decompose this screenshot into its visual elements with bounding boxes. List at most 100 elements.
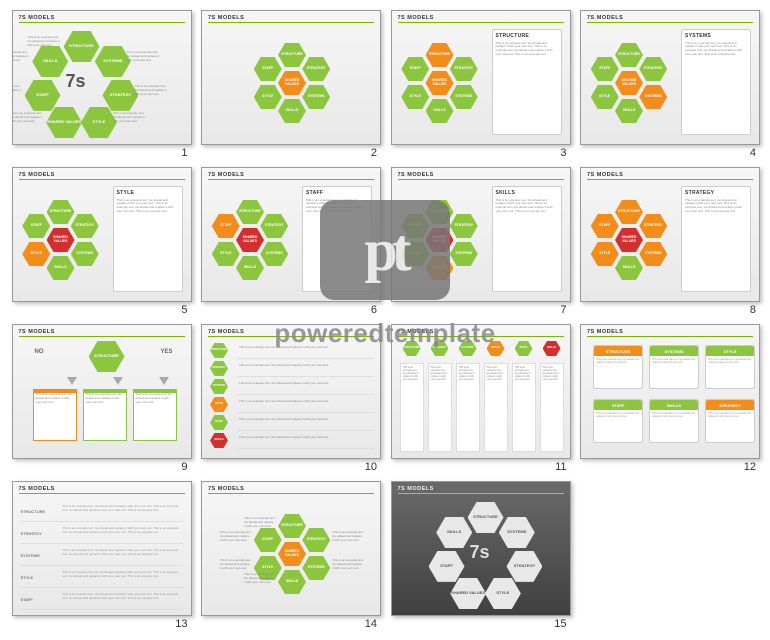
decision-column: This is an example text. Go ahead and re…: [133, 389, 177, 441]
slide-title: 7S MODELS: [19, 15, 185, 23]
grid-box-body: This is an example text. Go ahead and re…: [706, 356, 754, 367]
slide-number: 14: [365, 618, 381, 630]
list-row: This is an example text. Go ahead and re…: [237, 379, 374, 395]
grid-box-header: STAFF: [594, 400, 642, 410]
grid-box-body: This is an example text. Go ahead and re…: [594, 410, 642, 421]
list-column: This is an example text. Go ahead and re…: [456, 363, 480, 452]
grid-box: SKILLSThis is an example text. Go ahead …: [649, 399, 699, 443]
callout-text: This is an example text. Go ahead and re…: [220, 558, 252, 570]
slide-8[interactable]: 7S MODELSSHARED VALUESSTRUCTURESTRATEGYS…: [580, 167, 760, 302]
table-row: SYSTEMSThis is an example text. Go ahead…: [21, 546, 183, 566]
panel-body: This is an example text. Go ahead and re…: [306, 199, 368, 215]
list-row: This is an example text. Go ahead and re…: [237, 397, 374, 413]
grid-box: SYSTEMSThis is an example text. Go ahead…: [649, 345, 699, 389]
panel-title: SYSTEMS: [685, 33, 747, 40]
slide-5[interactable]: 7S MODELSSHARED VALUESSTRUCTURESTRATEGYS…: [12, 167, 192, 302]
slide-15[interactable]: 7S MODELSSTRUCTURESYSTEMSSTRATEGYSTYLESH…: [391, 481, 571, 616]
slide-number: 2: [371, 147, 381, 159]
slide-number: 9: [181, 461, 191, 473]
grid-box-body: This is an example text. Go ahead and re…: [594, 356, 642, 367]
list-row: This is an example text. Go ahead and re…: [237, 433, 374, 449]
center-label: 7s: [470, 542, 490, 563]
slide-title: 7S MODELS: [19, 329, 185, 337]
slide-9[interactable]: 7S MODELSSTRUCTURENOYESThis is an exampl…: [12, 324, 192, 459]
decision-column: This is an example text. Go ahead and re…: [33, 389, 77, 441]
cell-1: 7S MODELSSTRUCTURESYSTEMSSTRATEGYSTYLESH…: [10, 10, 192, 159]
grid-box-header: STRATEGY: [706, 400, 754, 410]
arrow-down-icon: [159, 377, 169, 385]
grid-box-body: This is an example text. Go ahead and re…: [650, 410, 698, 421]
grid-box: STRATEGYThis is an example text. Go ahea…: [705, 399, 755, 443]
cell-12: 7S MODELSSTRUCTUREThis is an example tex…: [579, 324, 761, 473]
slide-title: 7S MODELS: [19, 486, 185, 494]
slide-3[interactable]: 7S MODELSSHARED VALUESSTRUCTURESTRATEGYS…: [391, 10, 571, 145]
slide-title: 7S MODELS: [208, 172, 374, 180]
slide-title: 7S MODELS: [587, 15, 753, 23]
slide-2[interactable]: 7S MODELSSHARED VALUESSTRUCTURESTRATEGYS…: [201, 10, 381, 145]
panel-body: This is an example text. Go ahead and re…: [685, 42, 747, 58]
cell-3: 7S MODELSSHARED VALUESSTRUCTURESTRATEGYS…: [389, 10, 571, 159]
grid-box: STRUCTUREThis is an example text. Go ahe…: [593, 345, 643, 389]
row-text: This is an example text. Go ahead and re…: [61, 546, 183, 565]
slide-title: 7S MODELS: [398, 172, 564, 180]
callout-text: This is an example text. Go ahead and re…: [12, 84, 23, 96]
info-panel: SYSTEMS This is an example text. Go ahead…: [681, 29, 751, 135]
slide-title: 7S MODELS: [398, 15, 564, 23]
table-row: STRUCTUREThis is an example text. Go ahe…: [21, 502, 183, 522]
slide-title: 7S MODELS: [208, 329, 374, 337]
list-column: This is an example text. Go ahead and re…: [428, 363, 452, 452]
list-row: This is an example text. Go ahead and re…: [237, 343, 374, 359]
row-text: This is an example text. Go ahead and re…: [61, 590, 183, 609]
decision-column: This is an example text. Go ahead and re…: [83, 389, 127, 441]
slide-6[interactable]: 7S MODELSSHARED VALUESSTRUCTURESTRATEGYS…: [201, 167, 381, 302]
panel-body: This is an example text. Go ahead and re…: [496, 42, 558, 58]
slide-4[interactable]: 7S MODELSSHARED VALUESSTRUCTURESTRATEGYS…: [580, 10, 760, 145]
panel-title: STAFF: [306, 190, 368, 197]
row-text: This is an example text. Go ahead and re…: [61, 502, 183, 521]
slide-title: 7S MODELS: [208, 15, 374, 23]
slide-12[interactable]: 7S MODELSSTRUCTUREThis is an example tex…: [580, 324, 760, 459]
slide-13[interactable]: 7S MODELS STRUCTUREThis is an example tex…: [12, 481, 192, 616]
slide-number: 3: [560, 147, 570, 159]
cell-10: 7S MODELSSTRUCTUREThis is an example tex…: [200, 324, 382, 473]
panel-title: STRUCTURE: [496, 33, 558, 40]
table-row: STRATEGYThis is an example text. Go ahea…: [21, 524, 183, 544]
cell-9: 7S MODELSSTRUCTURENOYESThis is an exampl…: [10, 324, 192, 473]
center-label: 7s: [66, 71, 86, 92]
info-panel: SKILLSThis is an example text. Go ahead …: [492, 186, 562, 292]
info-panel: STRUCTURE This is an example text. Go ahe…: [492, 29, 562, 135]
slide-7[interactable]: 7S MODELSSHARED VALUESSTRUCTURESTRATEGYS…: [391, 167, 571, 302]
grid-box-header: SYSTEMS: [650, 346, 698, 356]
slide-title: 7S MODELS: [398, 486, 564, 494]
row-label: STYLE: [21, 568, 61, 587]
cell-15: 7S MODELSSTRUCTURESYSTEMSSTRATEGYSTYLESH…: [389, 481, 571, 630]
callout-text: This is an example text. Go ahead and re…: [113, 111, 147, 123]
slide-1[interactable]: 7S MODELSSTRUCTURESYSTEMSSTRATEGYSTYLESH…: [12, 10, 192, 145]
row-label: STRATEGY: [21, 524, 61, 543]
cell-13: 7S MODELS STRUCTUREThis is an example tex…: [10, 481, 192, 630]
slide-grid: 7S MODELSSTRUCTURESYSTEMSSTRATEGYSTYLESH…: [0, 0, 770, 640]
slide-10[interactable]: 7S MODELSSTRUCTUREThis is an example tex…: [201, 324, 381, 459]
grid-box-body: This is an example text. Go ahead and re…: [650, 356, 698, 367]
callout-text: This is an example text. Go ahead and re…: [220, 530, 252, 542]
no-label: NO: [35, 349, 44, 355]
panel-title: STYLE: [117, 190, 179, 197]
slide-11[interactable]: 7S MODELSSTRUCTUREThis is an example tex…: [391, 324, 571, 459]
slide-title: 7S MODELS: [587, 172, 753, 180]
panel-body: This is an example text. Go ahead and re…: [496, 199, 558, 215]
callout-text: This is an example text. Go ahead and re…: [332, 558, 364, 570]
slide-number: 1: [181, 147, 191, 159]
slide-number: 13: [175, 618, 191, 630]
arrow-down-icon: [67, 377, 77, 385]
grid-box-header: STRUCTURE: [594, 346, 642, 356]
yes-label: YES: [161, 349, 173, 355]
slide-14[interactable]: 7S MODELSSHARED VALUESSTRUCTURESTRATEGYS…: [201, 481, 381, 616]
table-row: STYLEThis is an example text. Go ahead a…: [21, 568, 183, 588]
callout-text: This is an example text. Go ahead and re…: [332, 530, 364, 542]
slide-number: 15: [554, 618, 570, 630]
row-text: This is an example text. Go ahead and re…: [61, 568, 183, 587]
cell-2: 7S MODELSSHARED VALUESSTRUCTURESTRATEGYS…: [200, 10, 382, 159]
panel-body: This is an example text. Go ahead and re…: [685, 199, 747, 215]
row-text: This is an example text. Go ahead and re…: [61, 524, 183, 543]
table-row: STAFFThis is an example text. Go ahead a…: [21, 590, 183, 610]
